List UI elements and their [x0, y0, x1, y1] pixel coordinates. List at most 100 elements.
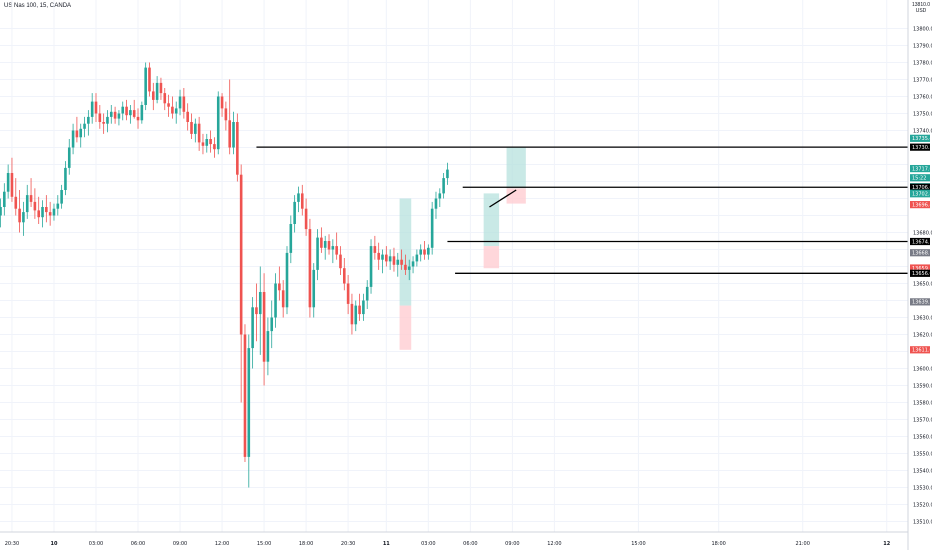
- candle-body[interactable]: [304, 208, 308, 230]
- candle-body[interactable]: [64, 167, 67, 190]
- candle-body[interactable]: [385, 254, 388, 262]
- candle-body[interactable]: [136, 116, 140, 121]
- candle-body[interactable]: [10, 173, 14, 197]
- candle-body[interactable]: [396, 259, 400, 265]
- candle-body[interactable]: [152, 91, 155, 100]
- candle-body[interactable]: [255, 307, 258, 315]
- candle-body[interactable]: [79, 128, 83, 138]
- candle-body[interactable]: [427, 247, 430, 255]
- candle-body[interactable]: [209, 139, 212, 145]
- candle-body[interactable]: [140, 105, 144, 121]
- candle-body[interactable]: [37, 210, 40, 218]
- candle-body[interactable]: [178, 96, 182, 109]
- candle-body[interactable]: [297, 193, 300, 202]
- candle-body[interactable]: [354, 305, 358, 325]
- candle-body[interactable]: [48, 212, 52, 216]
- currency-label[interactable]: 13810.0 USD: [912, 2, 930, 14]
- candle-body[interactable]: [258, 292, 262, 315]
- candle-body[interactable]: [113, 111, 117, 119]
- candle-body[interactable]: [362, 300, 365, 315]
- candle-body[interactable]: [236, 122, 239, 175]
- candle-body[interactable]: [144, 67, 147, 105]
- candle-body[interactable]: [411, 261, 415, 267]
- candle-body[interactable]: [220, 96, 224, 109]
- candle-body[interactable]: [45, 207, 48, 213]
- candle-body[interactable]: [41, 207, 44, 218]
- candle-body[interactable]: [323, 241, 327, 248]
- candle-body[interactable]: [94, 101, 98, 114]
- candle-body[interactable]: [102, 122, 105, 124]
- candle-body[interactable]: [251, 307, 254, 349]
- candle-body[interactable]: [121, 106, 125, 114]
- candle-body[interactable]: [308, 229, 312, 308]
- trendline-group[interactable]: [489, 189, 517, 208]
- candle-body[interactable]: [377, 252, 380, 260]
- candle-body[interactable]: [155, 82, 159, 100]
- candle-body[interactable]: [346, 283, 350, 304]
- candle-body[interactable]: [442, 178, 445, 194]
- candle-body[interactable]: [327, 241, 331, 250]
- candle-body[interactable]: [71, 130, 75, 148]
- candle-body[interactable]: [109, 111, 113, 117]
- candle-body[interactable]: [182, 96, 186, 112]
- candle-body[interactable]: [205, 139, 209, 146]
- candle-body[interactable]: [90, 101, 94, 117]
- candle-body[interactable]: [125, 106, 128, 116]
- candle-body[interactable]: [56, 203, 60, 209]
- candle-body[interactable]: [274, 283, 277, 318]
- candle-body[interactable]: [190, 122, 193, 134]
- candle-body[interactable]: [52, 208, 56, 216]
- time-axis[interactable]: 20:30 10 03:00 06:00 09:00 12:00 15:00 18:00 20:…: [5, 541, 932, 547]
- candle-body[interactable]: [293, 201, 296, 224]
- candle-body[interactable]: [106, 116, 109, 124]
- candle-body[interactable]: [365, 286, 369, 301]
- candle-body[interactable]: [174, 108, 178, 114]
- candle-body[interactable]: [6, 173, 10, 192]
- candle-body[interactable]: [369, 246, 373, 287]
- candle-body[interactable]: [228, 120, 231, 148]
- candle-body[interactable]: [25, 195, 29, 213]
- candle-body[interactable]: [14, 196, 18, 209]
- candle-body[interactable]: [60, 190, 63, 204]
- candle-body[interactable]: [381, 254, 384, 260]
- candle-body[interactable]: [213, 144, 216, 150]
- candle-body[interactable]: [446, 169, 449, 179]
- candle-body[interactable]: [197, 123, 201, 143]
- candle-body[interactable]: [171, 106, 174, 114]
- candle-body[interactable]: [343, 268, 346, 284]
- candle-body[interactable]: [404, 264, 407, 270]
- candle-body[interactable]: [316, 237, 319, 270]
- candle-body[interactable]: [87, 116, 90, 124]
- candle-body[interactable]: [201, 142, 205, 146]
- candle-body[interactable]: [400, 259, 403, 265]
- candle-body[interactable]: [373, 246, 377, 253]
- horizontal-levels[interactable]: [256, 146, 908, 274]
- candle-body[interactable]: [117, 113, 121, 119]
- candle-body[interactable]: [129, 110, 132, 116]
- candle-body[interactable]: [423, 249, 426, 255]
- candle-body[interactable]: [159, 82, 163, 94]
- candle-body[interactable]: [331, 246, 335, 250]
- candle-body[interactable]: [289, 224, 293, 253]
- candle-body[interactable]: [270, 317, 274, 332]
- candle-body[interactable]: [278, 283, 281, 291]
- candle-body[interactable]: [266, 331, 270, 362]
- candle-body[interactable]: [285, 252, 289, 308]
- candle-body[interactable]: [300, 193, 304, 209]
- candle-body[interactable]: [312, 269, 316, 308]
- candle-body[interactable]: [392, 256, 396, 265]
- candle-body[interactable]: [358, 305, 361, 315]
- candle-body[interactable]: [98, 113, 102, 123]
- candle-body[interactable]: [29, 195, 33, 202]
- candle-body[interactable]: [3, 191, 6, 207]
- candle-body[interactable]: [232, 122, 235, 148]
- candle-body[interactable]: [18, 208, 21, 223]
- candle-body[interactable]: [434, 198, 438, 209]
- candle-body[interactable]: [335, 246, 338, 255]
- candle-body[interactable]: [438, 193, 442, 199]
- candle-body[interactable]: [0, 207, 2, 216]
- candle-body[interactable]: [419, 249, 422, 255]
- candle-body[interactable]: [75, 130, 79, 138]
- candles[interactable]: [0, 62, 449, 488]
